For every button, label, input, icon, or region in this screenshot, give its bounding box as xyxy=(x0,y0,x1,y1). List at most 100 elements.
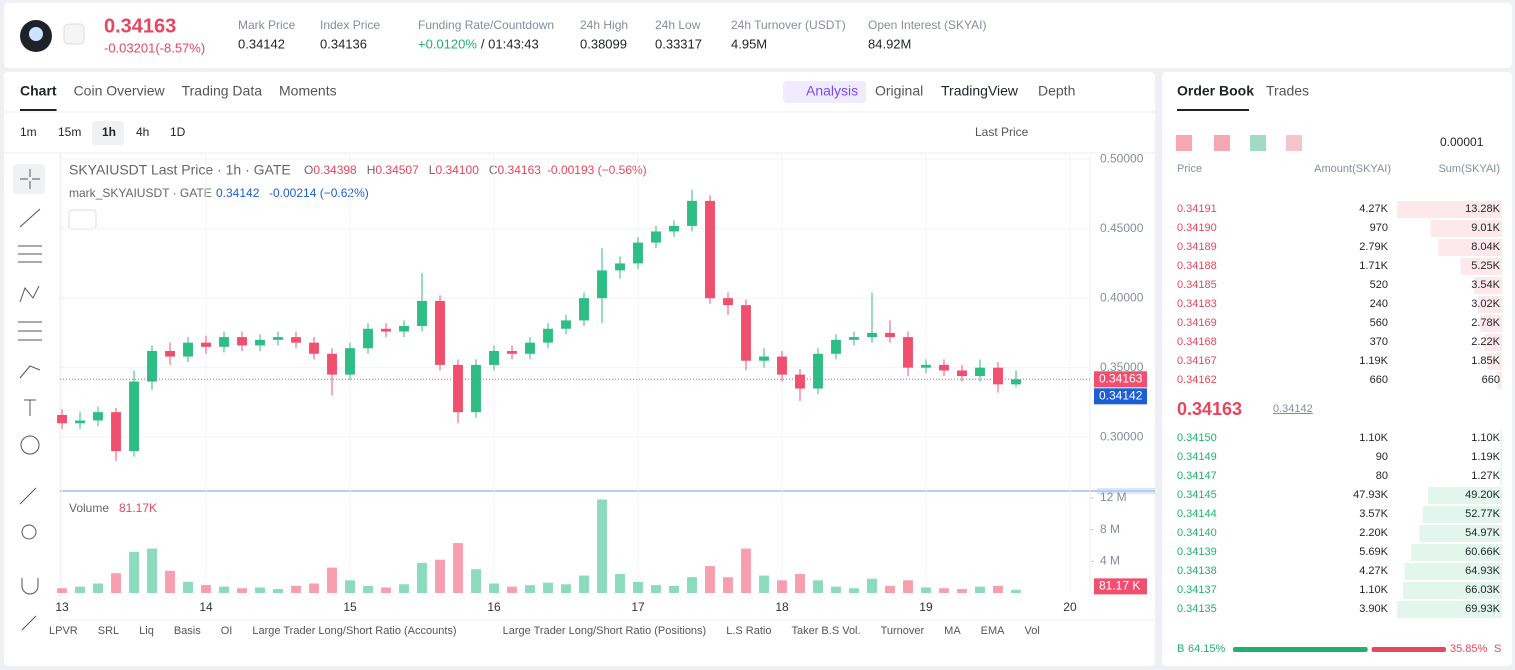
crosshair-tool[interactable] xyxy=(13,164,45,194)
ob-tab[interactable]: Trades xyxy=(1266,83,1309,99)
ob-price: 0.34183 xyxy=(1177,298,1217,310)
indicator[interactable]: LPVR xyxy=(49,625,78,637)
candle-body xyxy=(705,200,715,299)
volume-bar xyxy=(363,585,373,593)
indicator[interactable]: Basis xyxy=(174,625,201,637)
precision[interactable]: 0.00001 xyxy=(1440,135,1484,149)
ob-sum: 1.27K xyxy=(1471,470,1500,482)
candle-body xyxy=(849,337,859,340)
chart-panel xyxy=(4,72,1155,666)
indicator[interactable]: Large Trader Long/Short Ratio (Accounts) xyxy=(252,625,456,637)
depth-bar xyxy=(1500,430,1502,447)
volume-bar xyxy=(759,575,769,593)
view-tab[interactable]: Depth xyxy=(1038,83,1075,99)
price-type[interactable]: Last Price xyxy=(975,125,1029,139)
indicator[interactable]: Large Trader Long/Short Ratio (Positions… xyxy=(503,625,707,637)
chart-tab[interactable]: Chart xyxy=(20,83,57,99)
chart-tab[interactable]: Coin Overview xyxy=(74,83,166,99)
volume-bar xyxy=(543,582,553,593)
indicator[interactable]: Taker B.S Vol. xyxy=(791,625,860,637)
layout-asks[interactable] xyxy=(1214,135,1230,151)
mark-price-tag xyxy=(1094,388,1147,405)
indicator[interactable]: Volume xyxy=(1025,625,1062,637)
volume-bar xyxy=(939,588,949,593)
interval[interactable]: 1m xyxy=(20,125,37,139)
depth-bar xyxy=(1422,506,1502,523)
view-tab[interactable]: Original xyxy=(875,83,923,99)
ob-amount: 1.19K xyxy=(1359,355,1388,367)
sell-bar xyxy=(1371,647,1446,652)
indicator[interactable]: Liq xyxy=(139,625,154,637)
candle-body xyxy=(669,225,679,232)
indicator[interactable]: SRL xyxy=(98,625,119,637)
interval[interactable]: 1D xyxy=(170,125,186,139)
ob-sum: 54.97K xyxy=(1465,527,1501,539)
indicator[interactable]: EMA xyxy=(981,625,1006,637)
candle-body xyxy=(543,328,553,343)
layout-both[interactable] xyxy=(1176,135,1192,151)
volume-bar xyxy=(471,569,481,593)
indicator[interactable]: MA xyxy=(944,625,961,637)
ob-price: 0.34139 xyxy=(1177,546,1217,558)
view-tab[interactable]: TradingView xyxy=(941,83,1019,99)
candle-body xyxy=(327,353,337,375)
ob-price: 0.34185 xyxy=(1177,279,1217,291)
volume-tag xyxy=(1094,578,1147,595)
ai-badge[interactable] xyxy=(783,81,866,103)
ob-column: Amount(SKYAI) xyxy=(1314,163,1391,175)
ob-amount: 2.20K xyxy=(1359,527,1388,539)
ob-tab[interactable]: Order Book xyxy=(1177,83,1254,99)
candle-body xyxy=(219,337,229,347)
candle-body xyxy=(381,328,391,332)
candle-body xyxy=(471,364,481,413)
buy-bar xyxy=(1233,647,1368,652)
candle-body xyxy=(57,414,67,424)
sell-key: S xyxy=(1494,643,1501,655)
candle-body xyxy=(453,364,463,413)
ohlc-key: C xyxy=(489,163,498,177)
volume-bar xyxy=(561,584,571,593)
chart-tab[interactable]: Moments xyxy=(279,83,337,99)
volume-bar xyxy=(849,588,859,593)
volume-bar xyxy=(705,566,715,593)
volume-bar xyxy=(309,583,319,593)
volume-bar xyxy=(525,585,535,593)
candle-body xyxy=(435,300,445,365)
x-tick-label: 20 xyxy=(1063,600,1077,614)
ob-amount: 660 xyxy=(1370,374,1388,386)
mid-mark: 0.34142 xyxy=(1273,403,1313,415)
interval[interactable]: 4h xyxy=(136,125,149,139)
depth-bar xyxy=(1397,601,1502,618)
ob-price: 0.34135 xyxy=(1177,603,1217,615)
layout-bids[interactable] xyxy=(1250,135,1266,151)
ob-amount: 370 xyxy=(1370,336,1388,348)
volume-bar xyxy=(597,499,607,593)
volume-bar xyxy=(57,588,67,593)
favorite[interactable] xyxy=(63,23,85,45)
interval[interactable]: 1h xyxy=(102,125,116,139)
volume-bar xyxy=(435,559,445,593)
view-tab[interactable]: Analysis xyxy=(806,83,858,99)
collapse-legend[interactable] xyxy=(68,209,97,230)
header-panel xyxy=(4,3,1512,68)
depth-bar xyxy=(1496,372,1502,389)
chart-tab[interactable]: Trading Data xyxy=(182,83,263,99)
indicator[interactable]: L.S Ratio xyxy=(726,625,771,637)
x-tick-label: 13 xyxy=(55,600,69,614)
stat-label: Mark Price xyxy=(238,18,296,32)
candle-body xyxy=(993,367,1003,385)
layout-trades[interactable] xyxy=(1286,135,1302,151)
price-change: -0.03201(-8.57%) xyxy=(104,40,205,55)
stat-value: 84.92M xyxy=(868,36,911,51)
interval[interactable]: 15m xyxy=(58,125,81,139)
ob-sum: 8.04K xyxy=(1471,241,1500,253)
volume-bar xyxy=(957,589,967,593)
candle-body xyxy=(561,320,571,329)
volume-tick-label: 4 M xyxy=(1100,553,1120,567)
indicator[interactable]: Turnover xyxy=(881,625,925,637)
candle-body xyxy=(597,270,607,299)
ob-price: 0.34191 xyxy=(1177,203,1217,215)
indicator[interactable]: OI xyxy=(221,625,233,637)
ob-amount: 5.69K xyxy=(1359,546,1388,558)
